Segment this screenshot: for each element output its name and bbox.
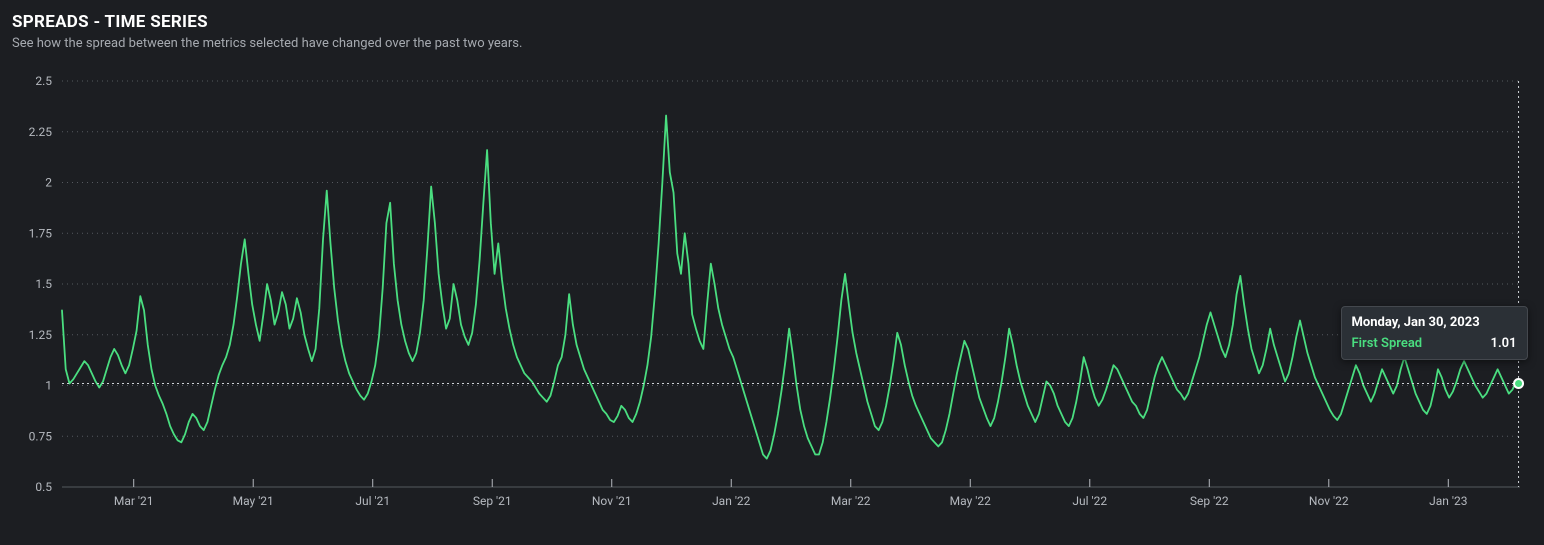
line-chart-svg: 0.5 0.75 1 1.25 1.5 1.75 2 2.25 2.5 Mar '21 May '2… bbox=[12, 61, 1532, 539]
svg-text:1.75: 1.75 bbox=[29, 226, 53, 240]
chart-subtitle: See how the spread between the metrics s… bbox=[12, 36, 1532, 51]
svg-text:Mar '21: Mar '21 bbox=[114, 494, 154, 508]
svg-text:Jan '23: Jan '23 bbox=[1429, 494, 1467, 508]
svg-text:May '21: May '21 bbox=[233, 494, 274, 508]
svg-text:2: 2 bbox=[45, 176, 52, 190]
svg-text:1.25: 1.25 bbox=[29, 328, 53, 342]
svg-text:1: 1 bbox=[45, 379, 52, 393]
chart-area[interactable]: 0.5 0.75 1 1.25 1.5 1.75 2 2.25 2.5 Mar '21 May '2… bbox=[12, 61, 1532, 539]
svg-text:Nov '22: Nov '22 bbox=[1309, 494, 1349, 508]
svg-text:2.5: 2.5 bbox=[35, 74, 52, 88]
chart-tooltip: Monday, Jan 30, 2023 First Spread 1.01 bbox=[1341, 306, 1528, 360]
svg-text:2.25: 2.25 bbox=[29, 125, 53, 139]
tooltip-date: Monday, Jan 30, 2023 bbox=[1352, 315, 1517, 330]
svg-text:0.75: 0.75 bbox=[29, 429, 53, 443]
chart-title: SPREADS - TIME SERIES bbox=[12, 12, 1532, 32]
svg-text:Jan '22: Jan '22 bbox=[712, 494, 751, 508]
svg-text:Jul '22: Jul '22 bbox=[1072, 494, 1107, 508]
svg-text:Mar '22: Mar '22 bbox=[831, 494, 871, 508]
tooltip-series-name: First Spread bbox=[1352, 336, 1423, 351]
svg-text:Jul '21: Jul '21 bbox=[355, 494, 390, 508]
svg-text:May '22: May '22 bbox=[950, 494, 991, 508]
svg-text:0.5: 0.5 bbox=[35, 480, 52, 494]
svg-text:Sep '22: Sep '22 bbox=[1190, 494, 1229, 508]
svg-text:1.5: 1.5 bbox=[35, 277, 52, 291]
svg-text:Sep '21: Sep '21 bbox=[473, 494, 512, 508]
svg-text:Nov '21: Nov '21 bbox=[592, 494, 632, 508]
tooltip-value: 1.01 bbox=[1491, 336, 1517, 351]
